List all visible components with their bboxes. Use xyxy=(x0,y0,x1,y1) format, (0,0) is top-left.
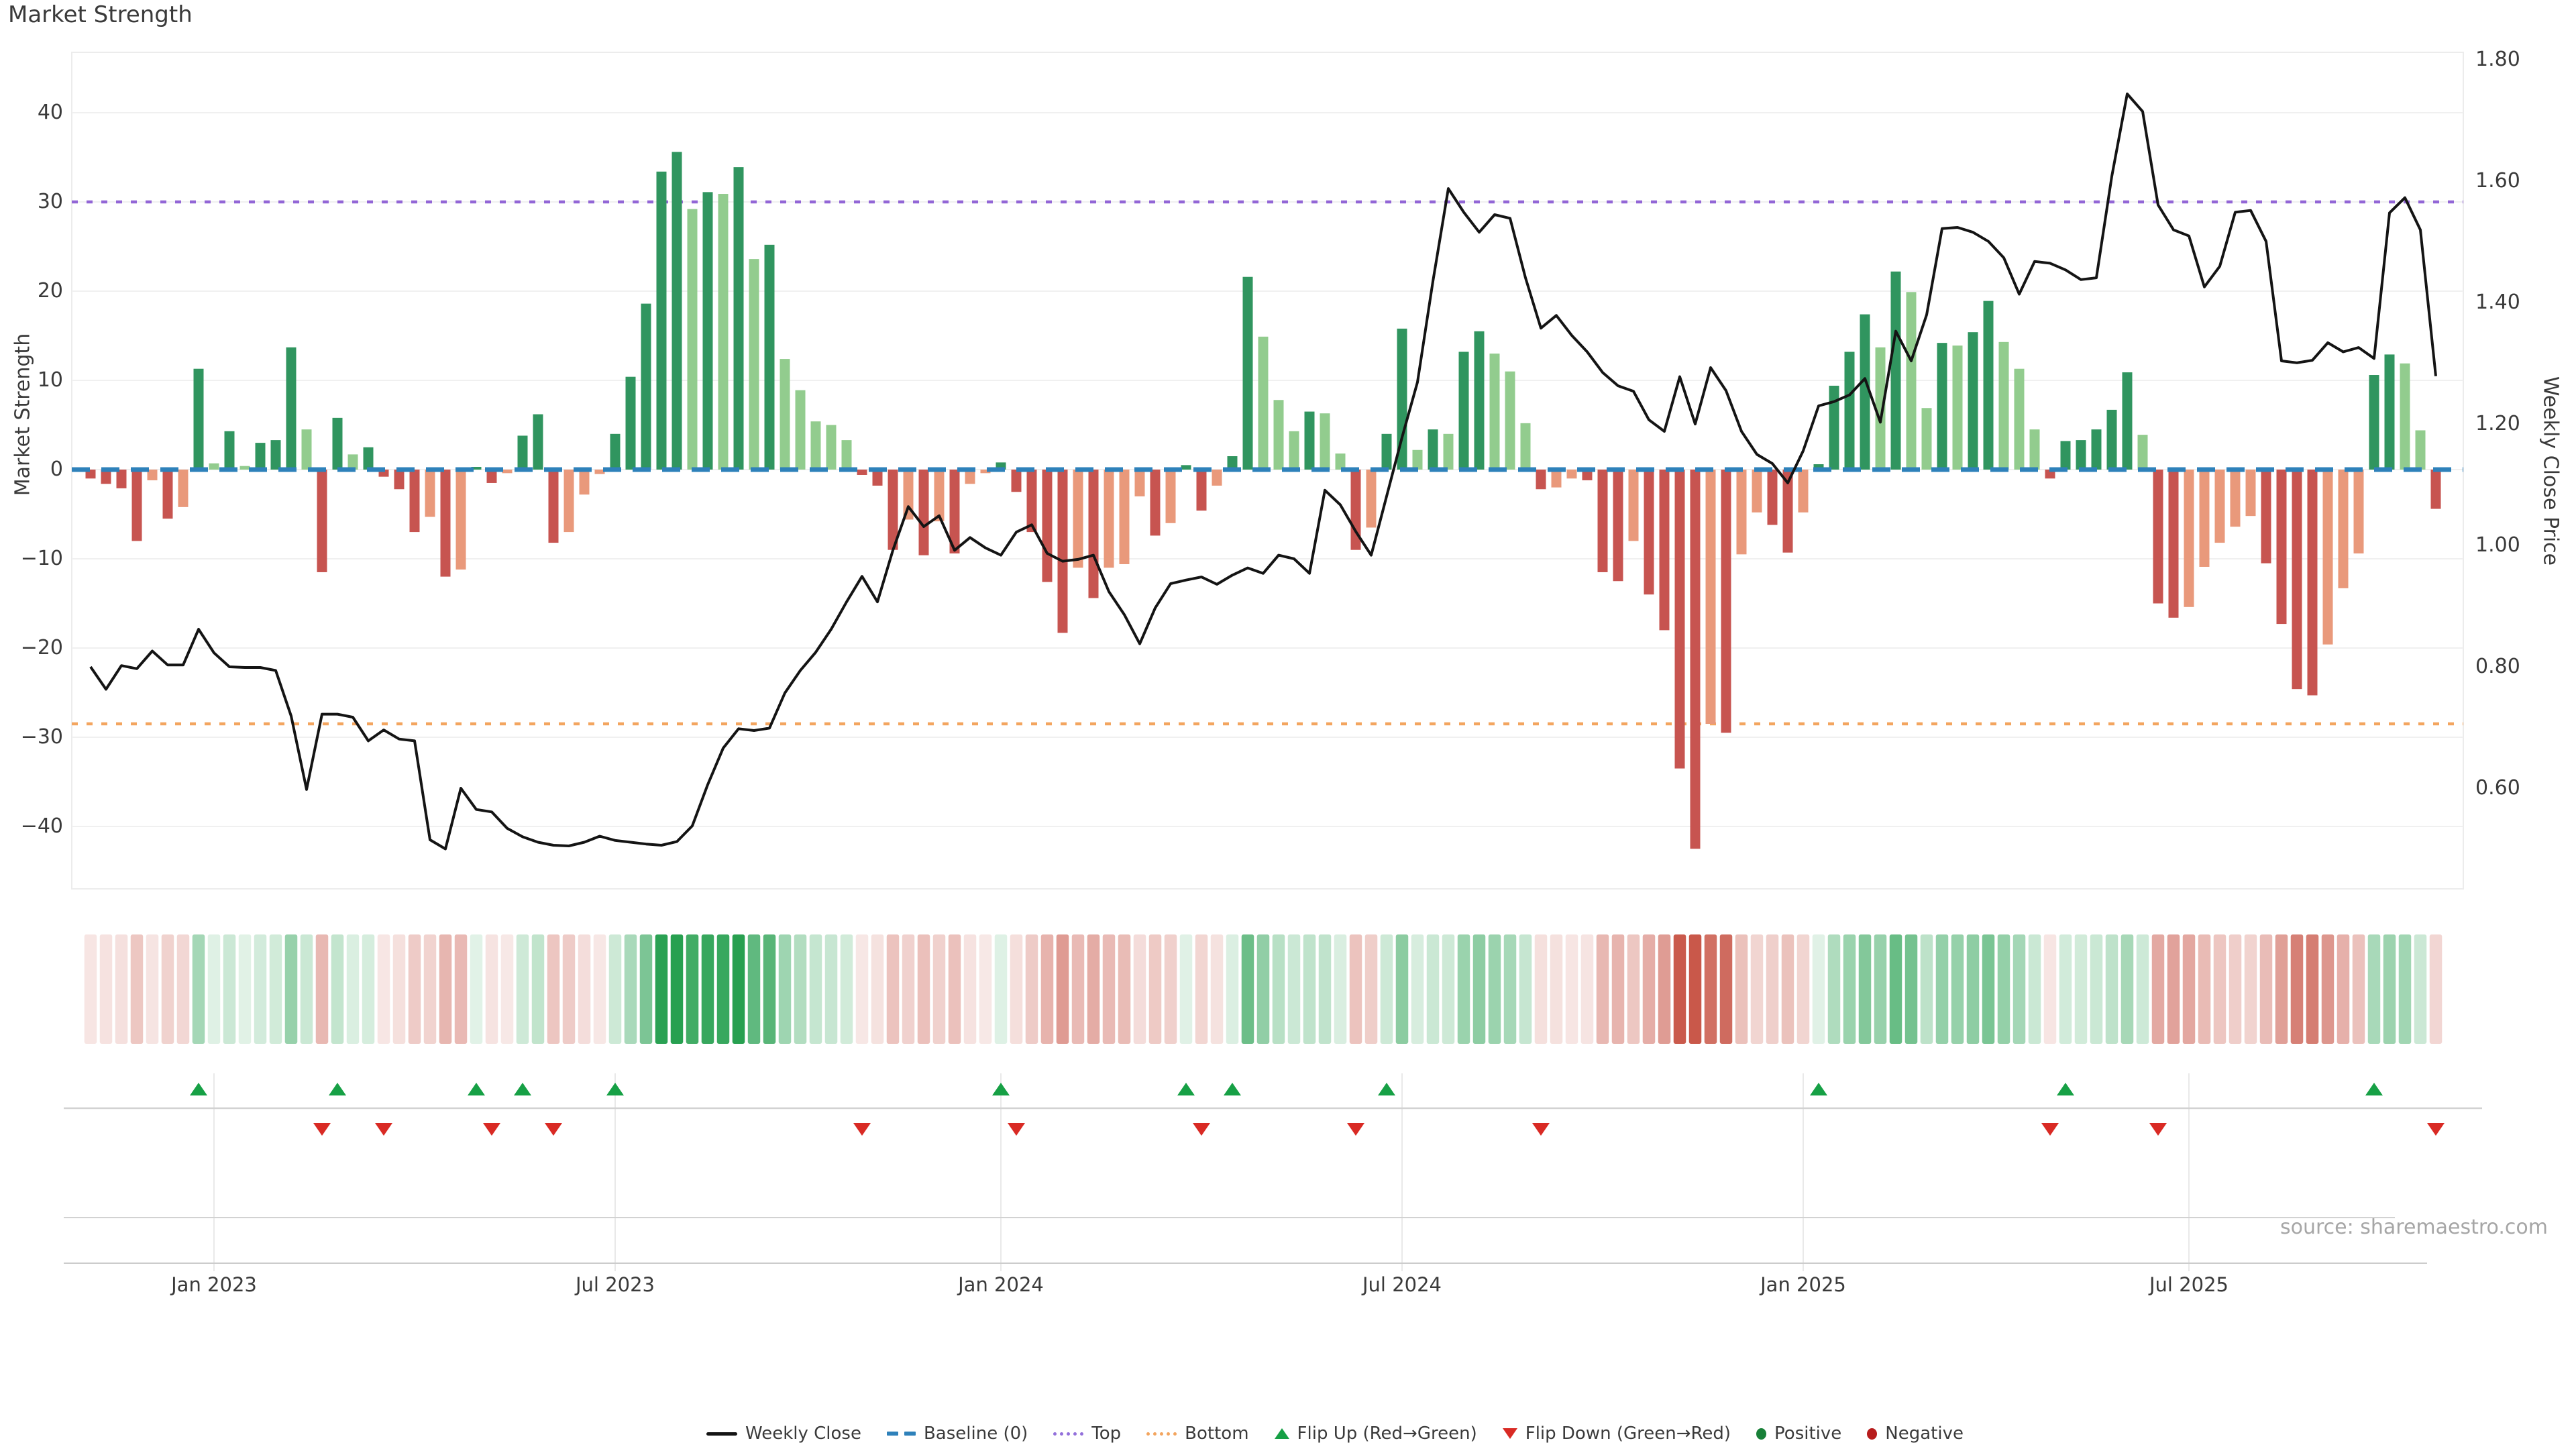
left-axis-tick-label: −40 xyxy=(20,814,63,838)
legend-item-positive: Positive xyxy=(1756,1424,1841,1444)
right-axis-tick-label: 1.00 xyxy=(2475,533,2520,557)
x-axis-tick-label: Jul 2023 xyxy=(575,1273,655,1296)
legend-swatch-dots-icon xyxy=(1053,1432,1084,1436)
legend-item-top: Top xyxy=(1053,1424,1121,1444)
right-axis-tick-label: 1.40 xyxy=(2475,290,2520,315)
legend-swatch-triangle-down-icon xyxy=(1502,1428,1517,1439)
x-axis-tick-label: Jan 2025 xyxy=(1760,1273,1846,1296)
flip-up-markers xyxy=(190,1083,2383,1095)
weekly-close-line xyxy=(89,93,2437,851)
source-credit: source: sharemaestro.com xyxy=(2280,1216,2548,1239)
legend-item-baseline-0: Baseline (0) xyxy=(886,1424,1028,1444)
legend-swatch-triangle-up-icon xyxy=(1274,1428,1289,1439)
legend-label: Positive xyxy=(1774,1424,1842,1444)
legend-label: Bottom xyxy=(1185,1424,1249,1444)
left-axis-tick-label: 20 xyxy=(37,279,63,303)
left-axis-tick-label: 0 xyxy=(50,458,63,481)
left-axis-tick-label: 10 xyxy=(37,368,63,392)
legend-item-flip-up-red-green: Flip Up (Red→Green) xyxy=(1274,1424,1477,1444)
legend-label: Flip Up (Red→Green) xyxy=(1297,1424,1477,1444)
legend-swatch-circle-icon xyxy=(1756,1428,1767,1440)
legend-label: Top xyxy=(1091,1424,1122,1444)
chart-legend: Weekly Close Baseline (0) Top Bottom Flip Up… xyxy=(47,1424,2576,1444)
x-axis-tick-label: Jan 2024 xyxy=(958,1273,1044,1296)
legend-label: Baseline (0) xyxy=(923,1424,1028,1444)
legend-swatch-line-icon xyxy=(706,1432,738,1436)
legend-label: Flip Down (Green→Red) xyxy=(1525,1424,1731,1444)
legend-swatch-dots-icon xyxy=(1146,1432,1177,1436)
right-axis-title: Weekly Close Price xyxy=(2538,376,2563,566)
legend-label: Weekly Close xyxy=(745,1424,861,1444)
legend-item-flip-down-green-red: Flip Down (Green→Red) xyxy=(1502,1424,1731,1444)
right-axis-tick-label: 1.20 xyxy=(2475,412,2520,436)
strength-heatmap xyxy=(84,934,2443,1044)
right-axis-tick-label: 1.60 xyxy=(2475,169,2520,193)
legend-swatch-circle-icon xyxy=(1867,1428,1878,1440)
legend-item-weekly-close: Weekly Close xyxy=(706,1424,861,1444)
x-axis-tick-label: Jul 2025 xyxy=(2149,1273,2229,1296)
left-axis-tick-label: 30 xyxy=(37,190,63,213)
left-axis-tick-label: 40 xyxy=(37,101,63,124)
x-axis-tick-label: Jan 2023 xyxy=(171,1273,257,1296)
legend-item-negative: Negative xyxy=(1867,1424,1964,1444)
x-axis-tick-label: Jul 2024 xyxy=(1362,1273,1442,1296)
legend-item-bottom: Bottom xyxy=(1146,1424,1249,1444)
right-axis-tick-label: 0.80 xyxy=(2475,655,2520,679)
legend-label: Negative xyxy=(1885,1424,1964,1444)
page-title: Market Strength xyxy=(8,1,193,28)
flip-down-markers xyxy=(313,1123,2445,1136)
right-axis-tick-label: 0.60 xyxy=(2475,776,2520,800)
right-axis-tick-label: 1.80 xyxy=(2475,48,2520,72)
strength-bars xyxy=(85,152,2441,849)
left-axis-tick-label: −30 xyxy=(20,725,63,749)
left-axis-tick-label: −10 xyxy=(20,547,63,570)
left-axis-tick-label: −20 xyxy=(20,636,63,659)
legend-swatch-dashes-icon xyxy=(886,1432,916,1436)
